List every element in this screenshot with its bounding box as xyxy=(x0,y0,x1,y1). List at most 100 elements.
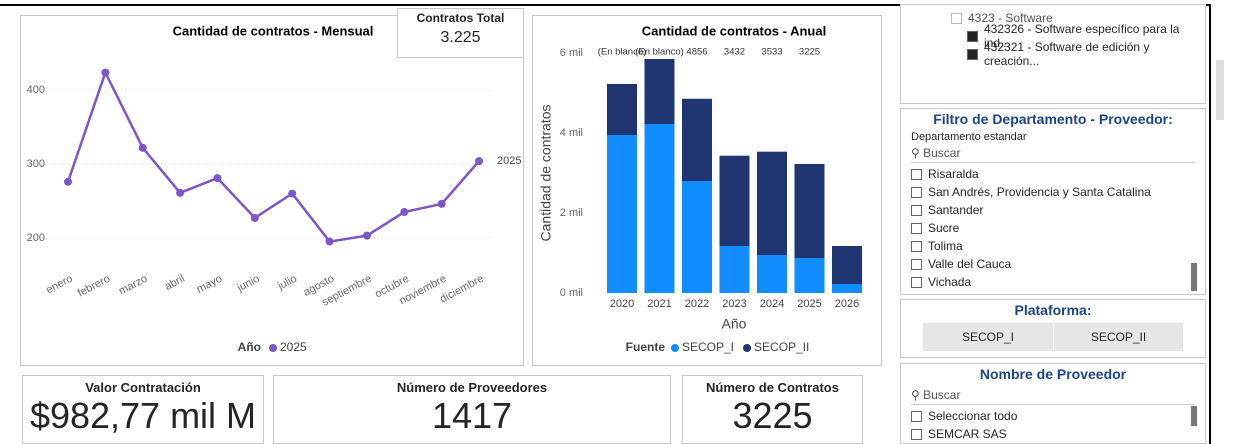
bar-segment xyxy=(644,124,675,293)
item-label: SEMCAR SAS xyxy=(928,427,1007,441)
checkbox[interactable] xyxy=(911,410,922,422)
x-axis-label: Año xyxy=(722,316,747,332)
bar-segment xyxy=(832,284,862,293)
bar-segment xyxy=(607,84,637,135)
bar-segment xyxy=(794,164,825,258)
card: Número de Contratos 3225 xyxy=(682,375,863,444)
item-label: Tolima xyxy=(928,239,963,253)
card-title: Número de Proveedores xyxy=(396,380,548,395)
card-value: 3.225 xyxy=(440,29,481,46)
checkbox[interactable] xyxy=(911,276,922,288)
chart-title: Cantidad de contratos - Anual xyxy=(642,23,826,38)
card: Valor Contratación $982,77 mil M xyxy=(22,375,264,444)
y-tick-label: 2 mil xyxy=(560,207,583,219)
item-label: Vichada xyxy=(928,275,972,289)
scrollbar[interactable] xyxy=(1191,406,1197,426)
y-tick-label: 400 xyxy=(27,84,45,96)
bar-segment xyxy=(607,135,637,293)
chart-title: Cantidad de contratos - Mensual xyxy=(173,23,374,38)
x-tick-label: febrero xyxy=(76,273,112,300)
tree-slicer: 4323 - Software 432326 - Software especí… xyxy=(900,4,1206,104)
top-border xyxy=(0,4,1210,6)
dept-slicer: Filtro de Departamento - Proveedor: Depa… xyxy=(900,108,1206,295)
legend-marker xyxy=(269,344,277,352)
bar-segment xyxy=(794,258,825,293)
point xyxy=(400,208,409,217)
bar-segment xyxy=(757,151,787,255)
slicer-item[interactable]: Tolima xyxy=(911,237,1195,255)
x-tick-label: enero xyxy=(44,273,74,297)
search-label: Buscar xyxy=(923,146,961,160)
y-tick-label: 300 xyxy=(27,158,45,170)
slicer-field: Departamento estandar xyxy=(911,131,1027,143)
x-tick-label: julio xyxy=(275,273,299,293)
point xyxy=(288,189,297,198)
checkbox[interactable] xyxy=(911,258,922,270)
point xyxy=(475,157,483,166)
slicer-item[interactable]: Risaralda xyxy=(911,165,1195,183)
y-tick-label: 200 xyxy=(27,232,45,244)
point xyxy=(101,68,110,77)
tree-item[interactable]: 432321 - Software de edición y creación.… xyxy=(967,40,1205,68)
bar-chart: Cantidad de contratos - Anual 0 mil 2 mil… xyxy=(532,15,882,366)
search-label: Buscar xyxy=(923,388,961,402)
card-value: $982,77 mil M xyxy=(29,395,257,436)
platform-button[interactable]: SECOP_I xyxy=(923,323,1053,351)
slicer-item[interactable]: Sucre xyxy=(911,219,1195,237)
slicer-item[interactable]: Seleccionar todo xyxy=(911,407,1195,425)
x-tick-label: 2026 xyxy=(835,298,859,310)
tree-item[interactable]: 4323 - Software xyxy=(951,9,1205,27)
line-chart: Cantidad de contratos - Mensual 200 300 40… xyxy=(20,15,524,366)
slicer-item[interactable]: San Andrés, Providencia y Santa Catalina xyxy=(911,183,1195,201)
total-label: (En blanco) xyxy=(598,47,647,58)
scrollbar[interactable] xyxy=(1191,263,1197,291)
item-label: Seleccionar todo xyxy=(928,409,1018,423)
tree-label: 432321 - Software de edición y creación.… xyxy=(984,40,1150,68)
end-label: 2025 xyxy=(497,155,521,167)
item-label: Risaralda xyxy=(928,167,979,181)
right-border xyxy=(1209,4,1211,444)
checkbox[interactable] xyxy=(911,428,922,440)
legend-marker xyxy=(743,344,752,352)
search-box[interactable]: ⚲ Buscar xyxy=(911,388,1195,405)
checkbox[interactable] xyxy=(911,204,922,216)
tree-label: 4323 - Software xyxy=(968,11,1053,25)
tree-item[interactable]: 432326 - Software específico para la ind… xyxy=(967,22,1205,50)
checkbox[interactable] xyxy=(911,186,922,198)
slicer-item[interactable]: Valle del Cauca xyxy=(911,255,1195,273)
bar-segment xyxy=(832,246,862,284)
checkbox[interactable] xyxy=(911,240,922,252)
slicer-item[interactable]: Vichada xyxy=(911,273,1195,291)
point xyxy=(325,237,334,246)
card-title: Contratos Total xyxy=(416,11,505,25)
card: Número de Proveedores 1417 xyxy=(273,375,671,444)
checkbox[interactable] xyxy=(911,168,922,180)
y-tick-label: 4 mil xyxy=(560,127,583,139)
total-label: (En blanco) xyxy=(635,47,684,58)
legend-marker xyxy=(671,344,679,352)
bar-segment xyxy=(719,246,750,293)
checkbox[interactable] xyxy=(911,222,922,234)
line xyxy=(66,69,480,243)
slicer-item[interactable]: SEMCAR SAS xyxy=(911,425,1195,443)
total-label: 3225 xyxy=(799,47,820,58)
x-tick-label: junio xyxy=(235,273,262,295)
card-value: 3225 xyxy=(732,395,813,436)
y-tick-label: 0 mil xyxy=(560,287,583,299)
x-tick-label: 2020 xyxy=(610,298,634,310)
legend-label: SECOP_II xyxy=(754,340,809,354)
total-label: 3432 xyxy=(724,47,745,58)
platform-slicer: Plataforma: SECOP_I SECOP_II xyxy=(900,299,1206,358)
total-label: 3533 xyxy=(761,47,782,58)
search-box[interactable]: ⚲ Buscar xyxy=(911,146,1195,163)
x-tick-label: 2024 xyxy=(760,298,784,310)
slicer-item[interactable]: Santander xyxy=(911,201,1195,219)
platform-button[interactable]: SECOP_II xyxy=(1054,323,1183,351)
point xyxy=(176,188,185,197)
legend-label: SECOP_I xyxy=(682,340,734,354)
total-label: 4856 xyxy=(686,47,707,58)
legend-title: Fuente xyxy=(626,340,666,354)
card-title: Valor Contratación xyxy=(85,380,201,395)
page-scrollbar[interactable] xyxy=(1216,60,1224,120)
